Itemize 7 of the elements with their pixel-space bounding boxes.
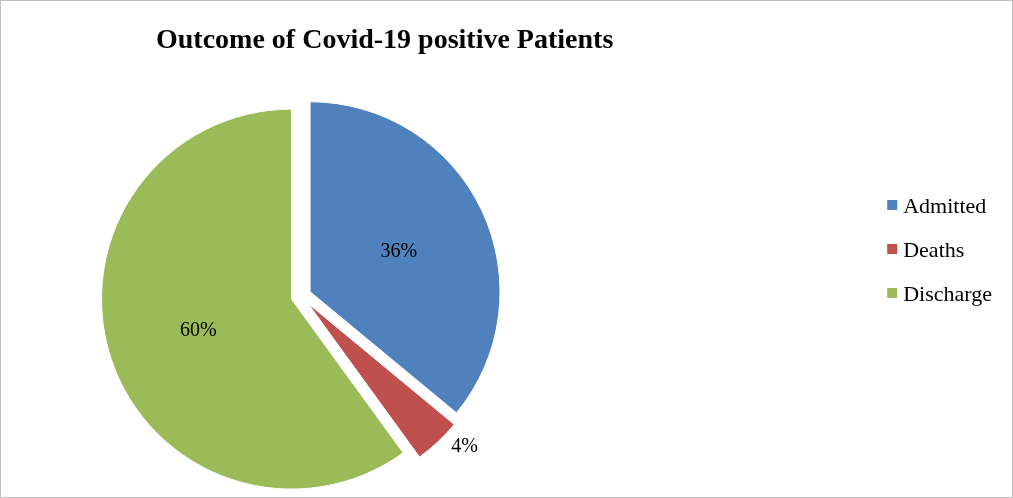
- data-label: 60%: [179, 318, 217, 341]
- legend-label: Discharge: [903, 280, 993, 306]
- legend-label: Admitted: [903, 192, 987, 218]
- data-label: 4%: [451, 434, 478, 457]
- legend-label: Deaths: [903, 236, 965, 262]
- chart-title: Outcome of Covid-19 positive Patients: [156, 22, 614, 54]
- data-label: 36%: [380, 239, 418, 262]
